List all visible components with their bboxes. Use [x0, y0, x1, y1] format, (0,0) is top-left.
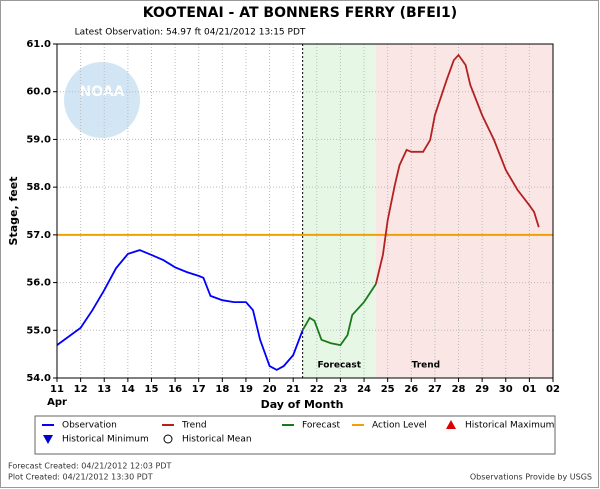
x-tick-label: 25 [381, 384, 395, 395]
x-tick-label: 16 [168, 384, 182, 395]
y-tick-label: 57.0 [26, 230, 51, 241]
x-tick-label: 15 [145, 384, 159, 395]
forecast-region-label: Forecast [317, 361, 361, 371]
x-tick-label: 29 [475, 384, 489, 395]
x-tick-label: 17 [192, 384, 206, 395]
x-tick-label: 18 [215, 384, 229, 395]
trend-region-label: Trend [412, 361, 441, 371]
series-line [301, 283, 377, 347]
x-tick-label: 24 [357, 384, 371, 395]
forecast-region [302, 44, 376, 378]
legend-label: Trend [181, 421, 207, 431]
x-tick-label: 02 [546, 384, 560, 395]
footer-forecast-created: Forecast Created: 04/21/2012 12:03 PDT [8, 462, 172, 471]
series-line [375, 53, 540, 285]
legend-swatch [163, 434, 173, 444]
trend-region [375, 44, 553, 378]
legend-label: Historical Maximum [465, 421, 554, 431]
legend-label: Forecast [302, 421, 341, 431]
legend-label: Action Level [372, 421, 427, 431]
series-line [56, 249, 304, 371]
x-tick-label: 14 [121, 384, 135, 395]
x-axis-label: Day of Month [261, 398, 344, 411]
y-tick-label: 56.0 [26, 278, 51, 289]
x-tick-label: 22 [310, 384, 324, 395]
x-tick-label: 27 [428, 384, 442, 395]
y-tick-label: 55.0 [26, 325, 51, 336]
x-tick-label: 01 [522, 384, 536, 395]
x-sublabel: Apr [47, 397, 67, 408]
footer-source: Observations Provide by USGS [470, 473, 592, 482]
y-tick-label: 60.0 [26, 87, 51, 98]
noaa-logo: NOAA [64, 62, 140, 138]
y-tick-label: 54.0 [26, 373, 51, 384]
legend-label: Historical Mean [182, 435, 252, 445]
logo-circle [64, 62, 140, 138]
x-tick-label: 13 [97, 384, 111, 395]
x-tick-label: 21 [286, 384, 300, 395]
legend-box [34, 415, 556, 455]
x-tick-label: 23 [333, 384, 347, 395]
x-tick-label: 26 [404, 384, 418, 395]
legend-label: Historical Minimum [62, 435, 149, 445]
chart-title: KOOTENAI - AT BONNERS FERRY (BFEI1) [143, 5, 457, 21]
legend-label: Observation [62, 421, 117, 431]
x-tick-label: 30 [499, 384, 513, 395]
x-tick-label: 20 [263, 384, 277, 395]
x-tick-label: 12 [74, 384, 88, 395]
chart-subtitle: Latest Observation: 54.97 ft 04/21/2012 … [75, 28, 306, 38]
y-tick-label: 61.0 [26, 39, 51, 50]
plot-border [56, 43, 554, 379]
x-tick-label: 19 [239, 384, 253, 395]
y-tick-label: 59.0 [26, 134, 51, 145]
y-tick-label: 58.0 [26, 182, 51, 193]
legend-swatch [446, 420, 456, 429]
y-axis-label: Stage, feet [7, 177, 20, 246]
legend-swatch [43, 435, 53, 444]
x-tick-label: 28 [452, 384, 466, 395]
footer-plot-created: Plot Created: 04/21/2012 13:30 PDT [8, 473, 153, 482]
x-tick-label: 11 [50, 384, 64, 395]
